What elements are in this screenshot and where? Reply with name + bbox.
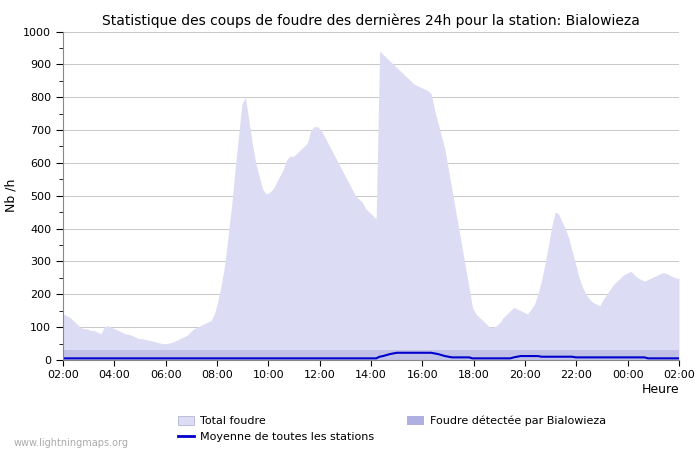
Text: Heure: Heure <box>641 383 679 396</box>
Legend: Total foudre, Moyenne de toutes les stations, Foudre détectée par Bialowieza: Total foudre, Moyenne de toutes les stat… <box>174 411 610 446</box>
Y-axis label: Nb /h: Nb /h <box>5 179 18 212</box>
Text: www.lightningmaps.org: www.lightningmaps.org <box>14 438 129 448</box>
Title: Statistique des coups de foudre des dernières 24h pour la station: Bialowieza: Statistique des coups de foudre des dern… <box>102 13 640 27</box>
